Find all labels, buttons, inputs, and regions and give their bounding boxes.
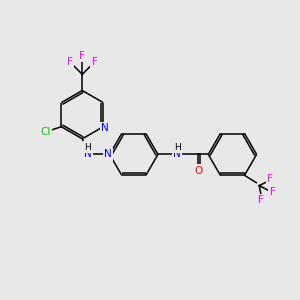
Text: F: F — [270, 187, 275, 197]
Text: N: N — [101, 123, 109, 133]
Text: F: F — [258, 195, 264, 205]
Text: F: F — [79, 51, 85, 61]
Text: Cl: Cl — [40, 127, 50, 137]
Text: F: F — [67, 57, 73, 67]
Text: F: F — [92, 57, 98, 67]
Text: H: H — [174, 142, 181, 152]
Text: N: N — [84, 149, 92, 159]
Text: N: N — [104, 149, 112, 159]
Text: N: N — [173, 149, 181, 159]
Text: F: F — [268, 174, 273, 184]
Text: O: O — [194, 166, 202, 176]
Text: H: H — [84, 142, 91, 152]
